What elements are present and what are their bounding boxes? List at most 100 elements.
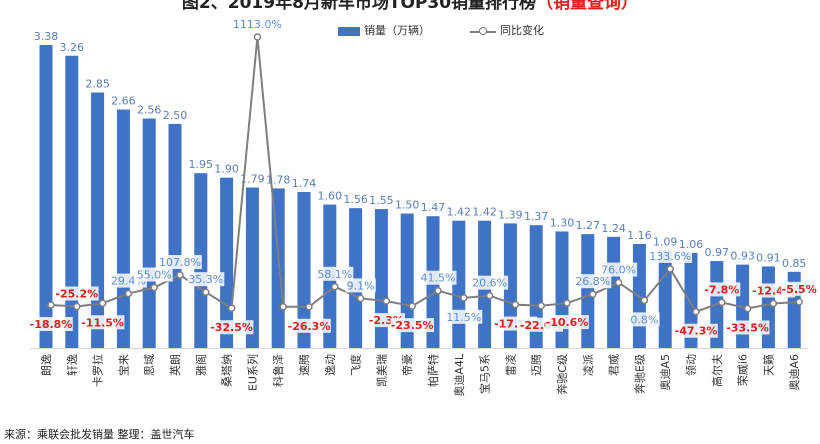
bar-label-8: 1.79 bbox=[240, 173, 265, 186]
yoy-label-bg-20 bbox=[545, 315, 589, 330]
yoy-point-17 bbox=[485, 291, 494, 300]
yoy-label-21: 26.8% bbox=[575, 275, 610, 288]
bar-label-19: 1.37 bbox=[524, 210, 549, 223]
yoy-label-bg-7 bbox=[209, 320, 254, 335]
bar-3 bbox=[116, 109, 130, 349]
x-tick-11: 逸动 bbox=[324, 354, 337, 376]
legend-line-label: 同比变化 bbox=[500, 24, 544, 37]
bar-label-18: 1.39 bbox=[498, 208, 523, 221]
yoy-label-bg-21 bbox=[574, 274, 612, 289]
yoy-point-11 bbox=[331, 283, 339, 291]
x-tick-28: 天籁 bbox=[761, 354, 775, 376]
yoy-point-0 bbox=[47, 301, 55, 309]
x-tick-21: 凌派 bbox=[581, 354, 595, 376]
yoy-label-bg-2 bbox=[80, 315, 125, 330]
x-tick-10: 速腾 bbox=[297, 354, 311, 376]
legend: 销量（万辆） 同比变化 bbox=[338, 22, 544, 38]
yoy-label-bg-24 bbox=[648, 248, 692, 263]
x-tick-0: 朗逸 bbox=[40, 354, 53, 376]
x-tick-26: 高尔夫 bbox=[710, 354, 724, 387]
bar-13 bbox=[374, 209, 388, 348]
yoy-point-18 bbox=[511, 300, 520, 309]
yoy-label-bg-12 bbox=[345, 278, 376, 293]
x-tick-2: 卡罗拉 bbox=[91, 354, 105, 387]
yoy-point-24 bbox=[666, 265, 674, 273]
yoy-label-bg-23 bbox=[629, 312, 660, 327]
x-tick-25: 领动 bbox=[685, 354, 698, 376]
yoy-point-7 bbox=[227, 304, 236, 312]
x-tick-9: 科鲁泽 bbox=[271, 354, 285, 387]
yoy-label-bg-26 bbox=[703, 282, 741, 297]
bar-label-11: 1.60 bbox=[318, 190, 343, 203]
bar-label-10: 1.74 bbox=[292, 177, 317, 190]
bar-label-0: 3.38 bbox=[34, 30, 59, 43]
yoy-label-bg-0 bbox=[29, 317, 73, 331]
yoy-label-bg-6 bbox=[187, 272, 225, 287]
yoy-point-16 bbox=[460, 294, 468, 302]
yoy-point-25 bbox=[692, 307, 700, 316]
legend-bar-swatch bbox=[338, 26, 360, 36]
x-tick-16: 奥迪A4L bbox=[452, 353, 466, 397]
yoy-label-20: -10.6% bbox=[546, 316, 589, 329]
bar-label-23: 1.16 bbox=[627, 229, 652, 242]
bar-label-6: 1.95 bbox=[189, 158, 214, 171]
bar-label-22: 1.24 bbox=[601, 222, 626, 235]
bar-label-7: 1.90 bbox=[214, 163, 239, 176]
bar-label-5: 2.50 bbox=[163, 109, 188, 122]
bar-12 bbox=[349, 208, 363, 348]
yoy-point-4 bbox=[150, 283, 158, 292]
bar-label-13: 1.55 bbox=[369, 194, 394, 207]
yoy-label-0: -18.8% bbox=[30, 318, 73, 331]
yoy-label-11: 58.1% bbox=[317, 268, 352, 281]
yoy-label-bg-5 bbox=[158, 255, 202, 270]
bar-24 bbox=[658, 250, 672, 348]
x-tick-4: 思域 bbox=[143, 354, 156, 376]
yoy-label-25: -47.3% bbox=[675, 325, 718, 338]
bar-label-15: 1.47 bbox=[421, 201, 446, 214]
yoy-point-8 bbox=[253, 33, 262, 41]
x-tick-6: 雅阁 bbox=[194, 354, 208, 376]
yoy-point-15 bbox=[434, 286, 442, 295]
x-tick-22: 君威 bbox=[608, 354, 621, 376]
x-tick-29: 奥迪A6 bbox=[787, 354, 801, 391]
yoy-label-24: 133.6% bbox=[649, 250, 691, 263]
x-tick-20: 奔驰C级 bbox=[555, 354, 569, 395]
x-tick-12: 飞度 bbox=[349, 354, 363, 376]
x-tick-13: 凯美瑞 bbox=[374, 354, 388, 387]
yoy-point-27 bbox=[743, 304, 752, 313]
bar-label-27: 0.93 bbox=[730, 250, 755, 263]
yoy-label-bg-25 bbox=[674, 323, 718, 338]
yoy-label-2: -11.5% bbox=[81, 316, 124, 329]
x-tick-24: 奥迪A5 bbox=[658, 354, 672, 391]
bar-5 bbox=[168, 123, 182, 348]
yoy-label-10: -26.3% bbox=[288, 320, 331, 333]
yoy-label-bg-10 bbox=[287, 318, 331, 333]
x-tick-8: EU系列 bbox=[245, 354, 259, 391]
bar-label-1: 3.26 bbox=[60, 41, 85, 54]
x-tick-1: 轩逸 bbox=[65, 354, 79, 376]
yoy-point-21 bbox=[589, 290, 597, 298]
yoy-point-14 bbox=[408, 302, 416, 310]
yoy-label-1: -25.2% bbox=[55, 288, 98, 301]
yoy-label-5: 107.8% bbox=[159, 256, 201, 269]
yoy-label-bg-4 bbox=[135, 267, 173, 282]
yoy-point-6 bbox=[202, 288, 210, 296]
bar-label-9: 1.78 bbox=[266, 173, 291, 186]
bar-label-14: 1.50 bbox=[395, 199, 420, 212]
bar-1 bbox=[65, 55, 79, 349]
bar-label-2: 2.85 bbox=[85, 78, 110, 91]
bar-4 bbox=[142, 118, 156, 348]
bar-label-26: 0.97 bbox=[705, 246, 730, 259]
yoy-label-12: 9.1% bbox=[347, 279, 375, 292]
yoy-label-29: -5.5% bbox=[782, 283, 817, 296]
x-tick-27: 荣威i6 bbox=[737, 354, 750, 386]
yoy-point-26 bbox=[718, 298, 726, 307]
yoy-line bbox=[50, 36, 800, 313]
legend-bar-label: 销量（万辆） bbox=[364, 24, 430, 37]
yoy-point-20 bbox=[563, 299, 571, 307]
yoy-label-22: 76.0% bbox=[601, 264, 636, 277]
yoy-point-2 bbox=[98, 299, 107, 308]
yoy-label-bg-27 bbox=[725, 320, 770, 335]
yoy-label-16: 11.5% bbox=[446, 311, 481, 324]
